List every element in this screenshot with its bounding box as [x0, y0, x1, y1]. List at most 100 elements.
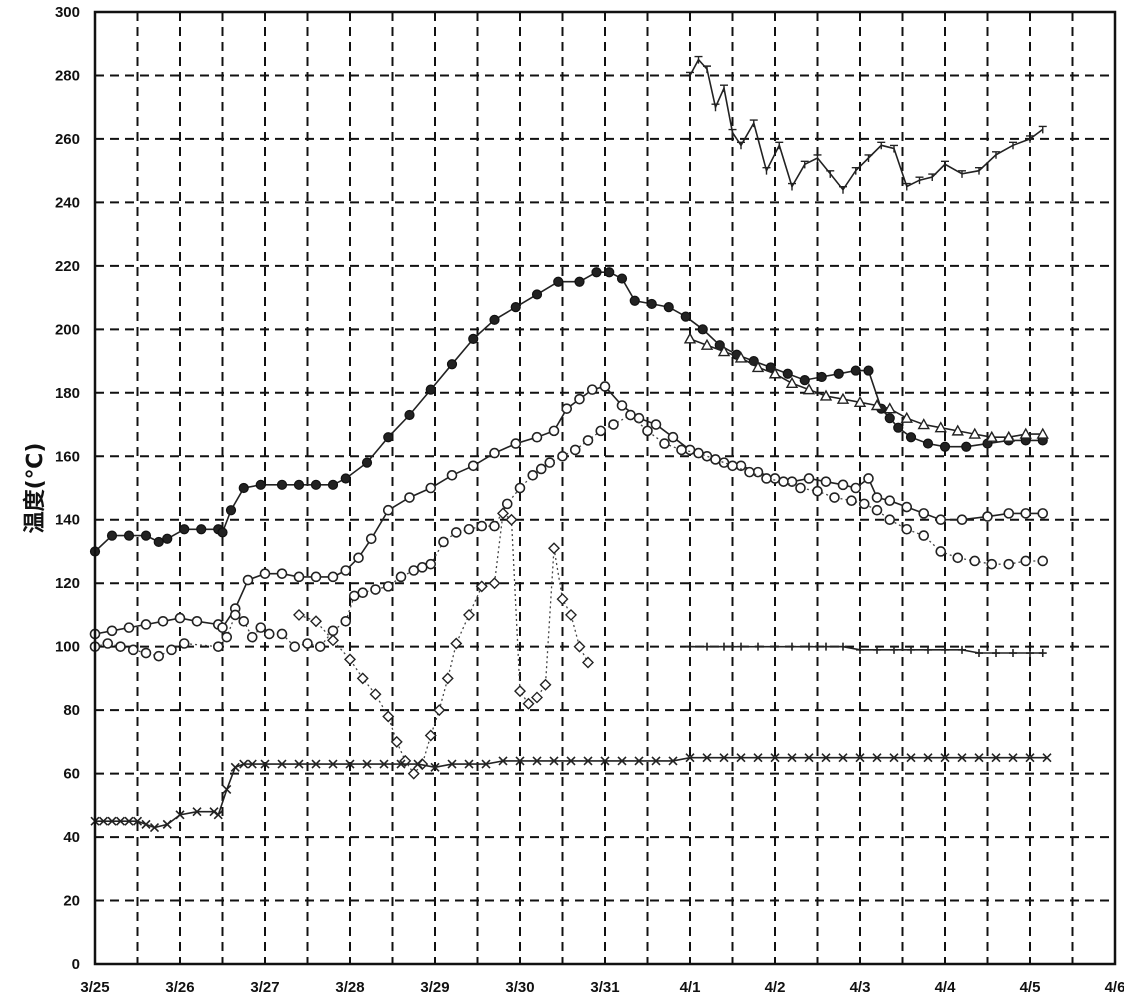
- data-point: [646, 298, 657, 310]
- y-tick-label: 40: [63, 829, 80, 846]
- data-point: [905, 432, 917, 443]
- data-point: [939, 441, 951, 452]
- series-7: [686, 55, 1047, 194]
- series-line: [689, 58, 1044, 192]
- y-tick-label: 200: [55, 321, 80, 338]
- data-point: [475, 580, 488, 593]
- x-tick-label: 3/28: [335, 979, 364, 996]
- data-point: [532, 756, 542, 766]
- data-point: [382, 504, 394, 516]
- y-tick-label: 160: [55, 448, 80, 465]
- x-tick-label: 3/30: [505, 979, 534, 996]
- data-point: [141, 819, 151, 829]
- data-point: [951, 424, 964, 436]
- y-tick-label: 0: [72, 956, 80, 973]
- data-point: [975, 649, 983, 658]
- data-point: [836, 392, 850, 404]
- data-point: [829, 492, 840, 503]
- data-point: [941, 160, 949, 169]
- data-point: [915, 176, 924, 185]
- data-point: [924, 645, 932, 654]
- data-point: [957, 753, 967, 763]
- data-point: [863, 473, 874, 484]
- data-point: [383, 432, 394, 443]
- data-point: [873, 645, 881, 654]
- data-point: [884, 514, 896, 526]
- data-point: [667, 431, 679, 443]
- data-point: [1020, 508, 1032, 519]
- data-point: [544, 457, 556, 468]
- data-point: [140, 530, 152, 541]
- data-point: [650, 419, 662, 430]
- series-line: [689, 338, 1043, 438]
- data-point: [837, 479, 849, 491]
- data-point: [361, 457, 373, 468]
- data-point: [762, 166, 771, 175]
- data-point: [737, 642, 745, 651]
- data-point: [430, 762, 440, 772]
- data-point: [753, 753, 763, 763]
- data-point: [311, 759, 321, 769]
- data-point: [247, 759, 257, 769]
- series-line: [95, 756, 1047, 829]
- data-point: [642, 425, 653, 437]
- data-point: [221, 631, 233, 643]
- data-point: [591, 267, 602, 278]
- data-point: [289, 641, 301, 652]
- data-point: [710, 454, 721, 465]
- data-point: [586, 384, 598, 395]
- data-point: [853, 395, 867, 408]
- data-point: [489, 520, 500, 532]
- data-point: [728, 128, 737, 137]
- data-point: [786, 476, 798, 487]
- data-point: [438, 536, 449, 548]
- data-point: [711, 103, 720, 112]
- x-tick-label: 4/1: [680, 979, 701, 996]
- plot-frame: [93, 10, 1117, 966]
- data-point: [1008, 753, 1018, 763]
- data-point: [510, 438, 522, 449]
- data-point: [918, 508, 930, 519]
- data-point: [314, 641, 326, 652]
- data-point: [956, 514, 968, 526]
- data-point: [901, 523, 913, 535]
- data-point: [617, 756, 627, 766]
- data-point: [573, 640, 586, 653]
- data-point: [982, 511, 993, 522]
- data-point: [276, 568, 288, 579]
- data-point: [804, 753, 814, 763]
- data-point: [718, 457, 730, 468]
- data-point: [340, 615, 352, 627]
- data-point: [700, 338, 714, 350]
- data-point: [884, 495, 896, 506]
- data-point: [404, 409, 415, 421]
- data-point: [785, 376, 799, 388]
- data-point: [749, 119, 758, 128]
- data-point: [467, 460, 479, 472]
- data-point: [877, 141, 886, 150]
- data-point: [276, 628, 288, 640]
- data-point: [871, 504, 883, 516]
- series-6: [686, 642, 1047, 658]
- data-point: [890, 645, 898, 654]
- data-point: [803, 473, 815, 484]
- series-line: [94, 385, 1043, 635]
- data-point: [752, 466, 764, 478]
- series-line: [94, 414, 1043, 657]
- data-point: [799, 375, 810, 386]
- y-tick-label: 260: [55, 131, 80, 148]
- data-point: [140, 647, 152, 659]
- data-point: [441, 672, 454, 685]
- data-point: [539, 678, 552, 691]
- data-point: [489, 447, 500, 459]
- data-point: [310, 479, 322, 490]
- data-point: [175, 810, 185, 820]
- y-axis-label: 温度(℃): [22, 443, 48, 534]
- data-point: [720, 84, 728, 93]
- data-point: [600, 756, 610, 766]
- x-tick-label: 3/29: [420, 979, 449, 996]
- x-tick-label: 3/25: [80, 979, 109, 996]
- data-point: [974, 753, 984, 763]
- data-point: [1026, 135, 1034, 143]
